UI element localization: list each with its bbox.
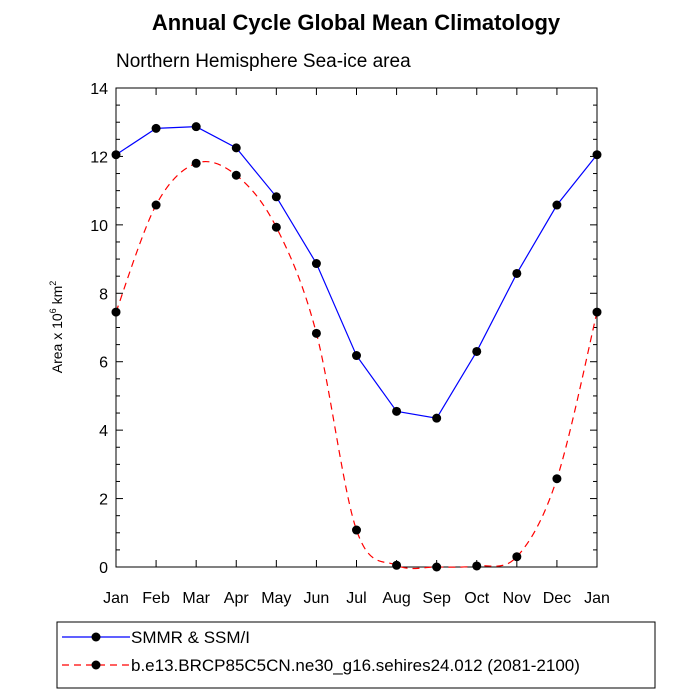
data-point-series-1 <box>111 150 121 160</box>
data-point-series-2 <box>151 200 161 210</box>
data-point-series-2 <box>552 474 562 484</box>
x-tick-label: Oct <box>464 590 489 607</box>
svg-text:Area x 106 km2: Area x 106 km2 <box>48 281 65 374</box>
plot-frame <box>115 87 598 568</box>
y-tick-label: 10 <box>90 218 108 235</box>
data-point-series-2 <box>311 328 321 338</box>
data-point-series-1 <box>311 259 321 269</box>
data-point-series-2 <box>512 552 522 562</box>
data-point-series-2 <box>111 307 121 317</box>
legend-marker-1 <box>91 632 101 642</box>
x-tick-label: Jan <box>584 590 610 607</box>
axes: 0 2 4 6 8 10 12 14 Jan Feb Mar Apr May Jun Jul Aug Sep Oc… <box>90 81 610 607</box>
data-point-series-1 <box>151 123 161 133</box>
x-tick-label: Aug <box>382 590 410 607</box>
y-axis-label-prefix: Area x 10 <box>49 313 65 373</box>
series-line-2 <box>115 160 598 570</box>
series-layer <box>111 122 602 572</box>
data-point-series-2 <box>472 561 482 571</box>
data-point-series-2 <box>392 560 402 570</box>
data-point-series-2 <box>191 158 201 168</box>
data-point-series-1 <box>191 122 201 132</box>
chart-title: Annual Cycle Global Mean Climatology <box>152 10 561 35</box>
data-point-series-2 <box>592 307 602 317</box>
data-point-series-1 <box>472 346 482 356</box>
x-tick-label: Nov <box>503 590 531 607</box>
x-tick-label: Jul <box>346 590 366 607</box>
x-tick-label: Jan <box>103 590 129 607</box>
data-point-series-1 <box>592 150 602 160</box>
data-point-series-1 <box>271 192 281 202</box>
x-tick-label: Feb <box>142 590 170 607</box>
y-tick-label: 2 <box>99 492 108 509</box>
x-tick-label: Apr <box>224 590 250 607</box>
y-tick-label: 6 <box>99 355 108 372</box>
legend-label-2: b.e13.BRCP85C5CN.ne30_g16.sehires24.012 … <box>131 656 580 675</box>
y-tick-label: 0 <box>99 560 108 577</box>
y-tick-label: 12 <box>90 149 108 166</box>
chart-subtitle: Northern Hemisphere Sea-ice area <box>116 51 411 72</box>
y-axis-label-exponent: 6 <box>48 308 58 313</box>
data-point-series-2 <box>271 222 281 232</box>
y-axis-label: Area x 106 km2 <box>48 281 65 374</box>
legend-box <box>56 621 656 689</box>
y-axis-label-unit: km <box>49 286 65 309</box>
x-tick-label: Dec <box>543 590 571 607</box>
legend-label-1: SMMR & SSM/I <box>131 628 250 647</box>
data-point-series-1 <box>432 413 442 423</box>
x-tick-label: Mar <box>182 590 210 607</box>
data-point-series-1 <box>352 351 361 361</box>
data-point-series-2 <box>352 525 361 535</box>
data-point-series-1 <box>231 143 241 153</box>
series-line-1 <box>115 126 598 419</box>
data-point-series-1 <box>512 268 522 278</box>
x-tick-label: Sep <box>422 590 451 607</box>
legend-marker-2 <box>91 660 101 670</box>
x-tick-label: Jun <box>304 590 330 607</box>
data-point-series-1 <box>392 406 402 416</box>
x-tick-label: May <box>261 590 291 607</box>
y-tick-label: 14 <box>90 81 108 98</box>
data-point-series-2 <box>231 170 241 180</box>
legend: SMMR & SSM/I b.e13.BRCP85C5CN.ne30_g16.se… <box>62 628 580 675</box>
data-point-series-2 <box>432 562 442 572</box>
y-axis-label-unit-exponent: 2 <box>48 281 58 286</box>
y-tick-label: 8 <box>99 286 108 303</box>
data-point-series-1 <box>552 200 562 210</box>
y-tick-label: 4 <box>99 423 108 440</box>
